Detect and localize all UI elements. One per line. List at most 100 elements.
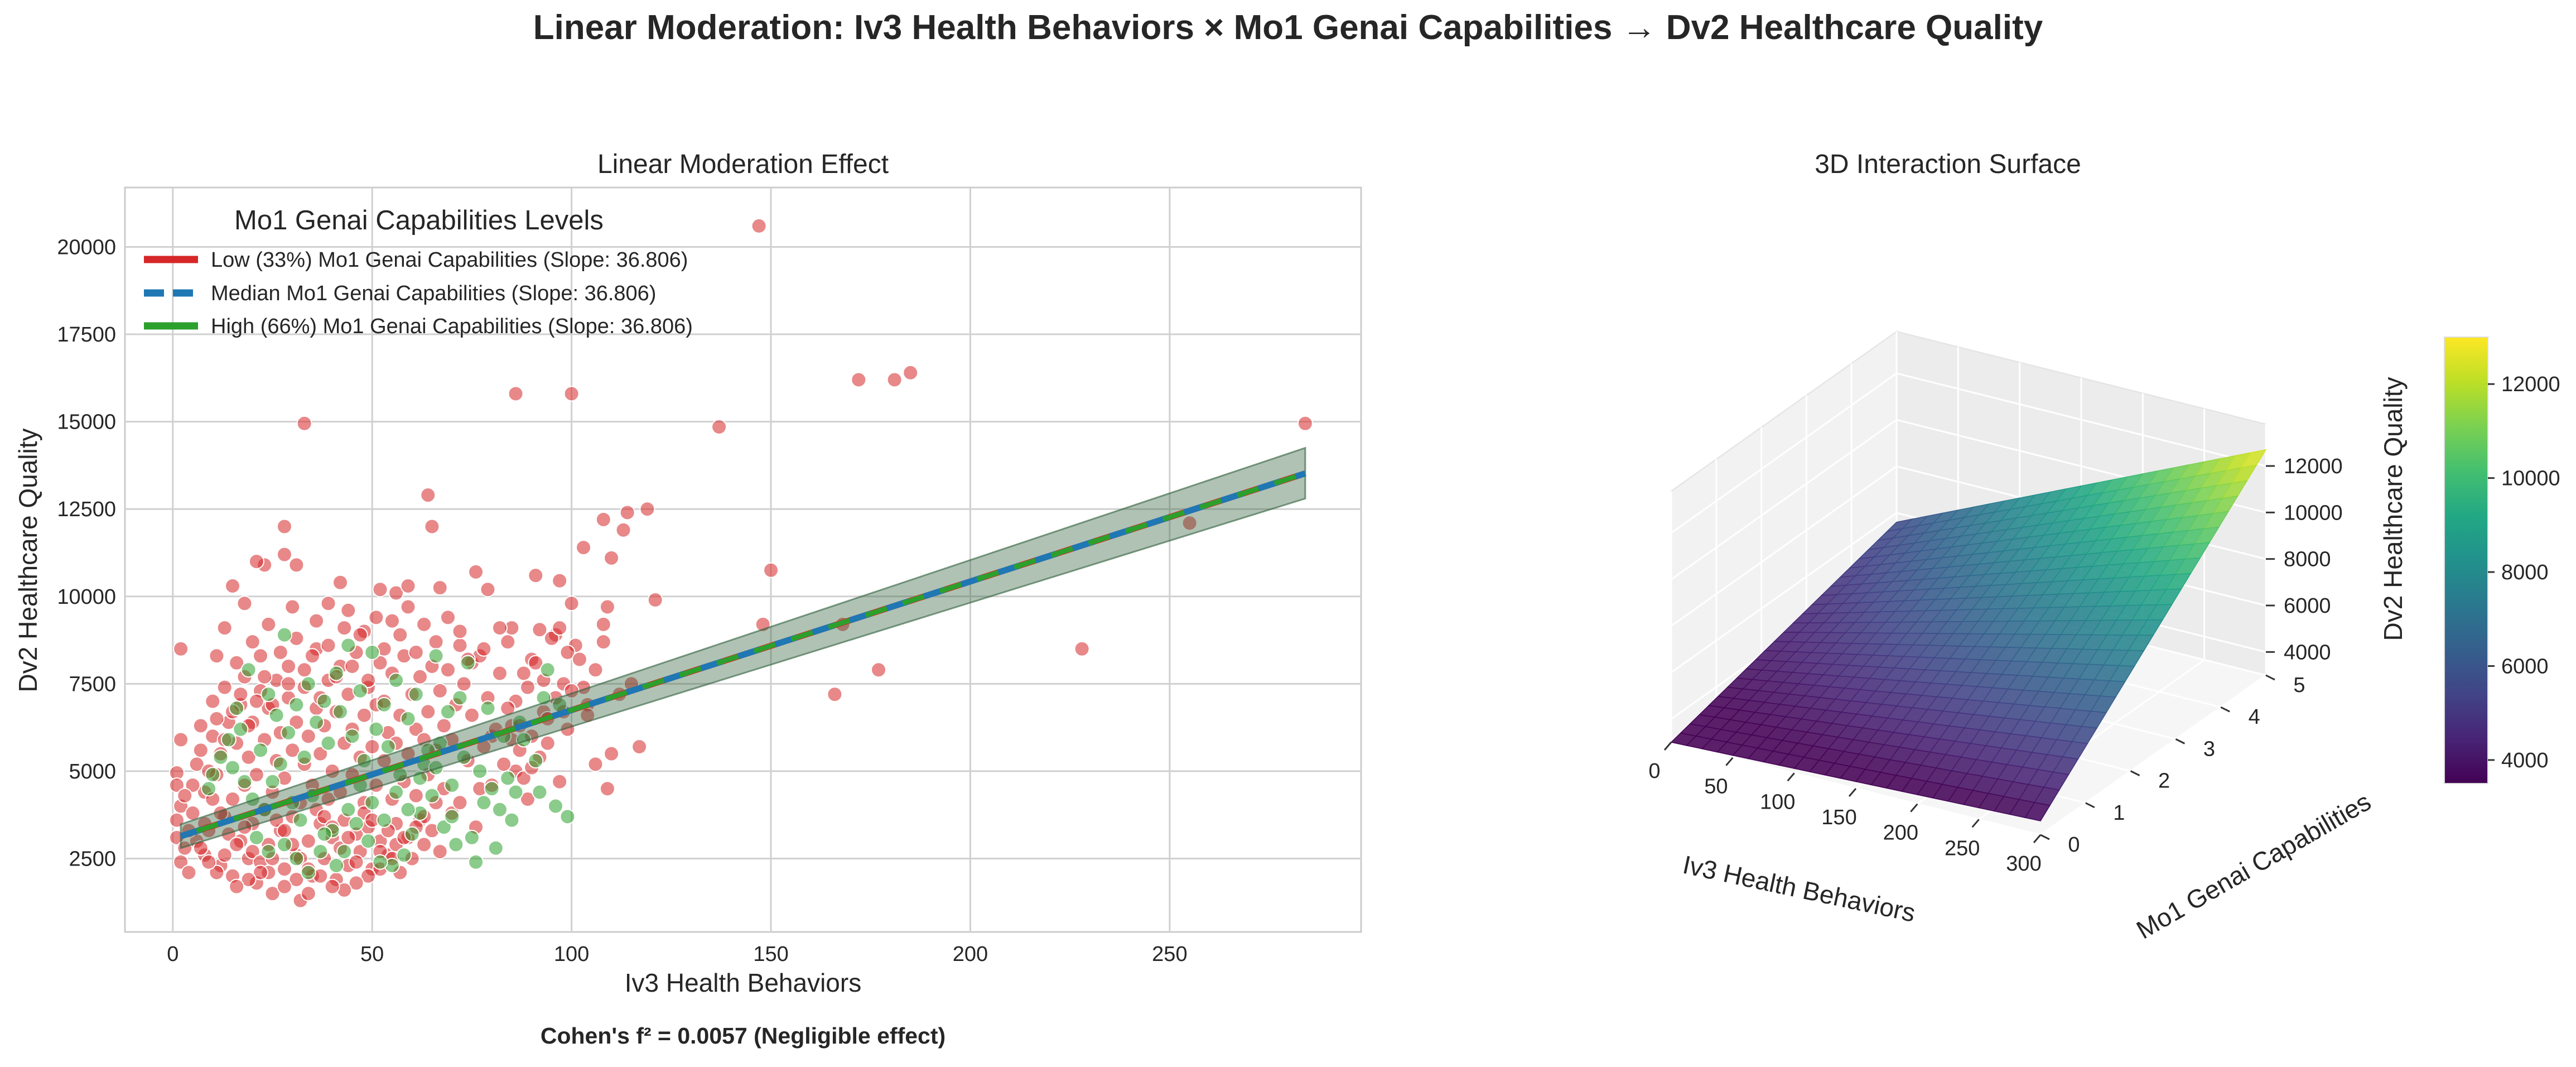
low-scatter-point [288, 557, 305, 573]
high-scatter-point [472, 763, 488, 779]
y-tick-label: 10000 [57, 585, 116, 609]
high-scatter-point [248, 829, 264, 845]
low-scatter-point [201, 854, 217, 870]
low-scatter-point [173, 854, 189, 870]
y3d-tick-label: 4 [2249, 705, 2260, 729]
high-scatter-point [225, 760, 241, 776]
effect-size-footnote: Cohen's f² = 0.0057 (Negligible effect) [541, 1023, 946, 1049]
low-scatter-point [595, 634, 611, 650]
high-scatter-point [376, 812, 392, 828]
low-scatter-point [281, 676, 297, 692]
high-scatter-point [268, 707, 284, 723]
low-scatter-point [420, 487, 436, 503]
high-scatter-point [237, 773, 253, 790]
3d-x-axis-label: Iv3 Health Behaviors [1680, 850, 1918, 927]
y-tick-mark [2265, 674, 2275, 681]
left-gridline-z [1671, 465, 1897, 627]
low-scatter-point [189, 756, 205, 772]
y-tick-mark [2130, 770, 2140, 776]
low-scatter-point [408, 787, 424, 804]
colorbar-tick-label: 12000 [2501, 373, 2560, 396]
low-scatter-point [316, 809, 332, 825]
x-tick-label: 150 [753, 943, 788, 966]
high-scatter-point [352, 683, 368, 699]
low-scatter-point [240, 749, 257, 765]
low-scatter-point [233, 686, 249, 703]
low-scatter-point [192, 718, 209, 734]
low-scatter-point [320, 595, 336, 612]
x-tick-mark [2033, 834, 2042, 843]
low-scatter-point [543, 630, 559, 646]
high-scatter-point [364, 644, 380, 660]
low-scatter-point [209, 710, 225, 727]
left-plot-area [124, 186, 1362, 933]
low-scatter-point [476, 641, 492, 657]
3d-z-axis-label: Dv2 Healthcare Quality [2379, 377, 2408, 641]
low-scatter-point [209, 648, 225, 664]
low-scatter-point [360, 672, 377, 689]
low-scatter-point [312, 746, 329, 762]
x-tick-mark [1787, 772, 1795, 782]
low-scatter-point [851, 372, 867, 388]
low-scatter-point [452, 637, 468, 653]
high-scatter-point [404, 826, 420, 842]
high-scatter-point [488, 840, 504, 856]
high-scatter-point [300, 864, 316, 881]
low-scatter-point [384, 613, 400, 629]
colorbar-tick-labels: 4000 6000 8000 10000 12000 [2488, 373, 2560, 772]
low-scatter-point [595, 511, 611, 527]
low-scatter-point [452, 795, 468, 811]
low-scatter-point [225, 578, 241, 594]
high-scatter-point [308, 714, 325, 730]
surface-facet [2024, 802, 2051, 821]
low-scatter-point [452, 623, 468, 640]
low-scatter-point [552, 573, 568, 589]
high-scatter-point [484, 781, 500, 797]
high-scatter-point [468, 854, 484, 870]
low-scatter-point [751, 218, 767, 234]
low-scatter-point [244, 634, 261, 650]
low-scatter-point [432, 580, 448, 596]
low-scatter-point [216, 847, 233, 863]
low-scatter-point [559, 644, 576, 660]
low-scatter-point [552, 773, 568, 790]
high-scatter-point [464, 829, 480, 845]
low-scatter-point [631, 739, 648, 755]
high-scatter-point [424, 787, 440, 804]
x3d-tick-label: 0 [1648, 760, 1660, 783]
high-scatter-point [292, 812, 308, 828]
z3d-tick-label: 4000 [2284, 641, 2331, 664]
low-scatter-point [711, 419, 727, 435]
low-scatter-point [300, 833, 316, 849]
low-scatter-point [1181, 515, 1198, 531]
low-scatter-point [209, 864, 225, 881]
low-scatter-point [400, 578, 416, 594]
high-scatter-point [229, 700, 245, 717]
high-scatter-point [288, 850, 305, 867]
high-scatter-point [332, 704, 349, 720]
low-scatter-point [508, 386, 524, 402]
low-scatter-point [253, 864, 269, 881]
low-scatter-point [416, 837, 432, 853]
low-scatter-point [324, 878, 340, 895]
low-scatter-point [440, 662, 456, 678]
low-scatter-point [192, 742, 209, 758]
high-scatter-point [491, 801, 508, 818]
low-scatter-point [432, 683, 448, 699]
high-scatter-point [261, 686, 277, 703]
low-scatter-point [563, 595, 580, 612]
low-scatter-point [519, 791, 536, 808]
high-scatter-point [364, 795, 380, 811]
low-scatter-point [615, 522, 631, 538]
low-scatter-point [595, 616, 611, 632]
low-scatter-point [229, 655, 245, 671]
high-scatter-point [408, 686, 424, 703]
low-scatter-point [288, 714, 305, 730]
x3d-tick-label: 150 [1821, 806, 1856, 829]
high-scatter-point [448, 837, 464, 853]
3d-surface [1670, 449, 2267, 821]
high-scatter-point [460, 655, 476, 671]
high-scatter-point [328, 858, 344, 874]
high-scatter-point [205, 767, 221, 783]
low-scatter-point [604, 746, 620, 762]
